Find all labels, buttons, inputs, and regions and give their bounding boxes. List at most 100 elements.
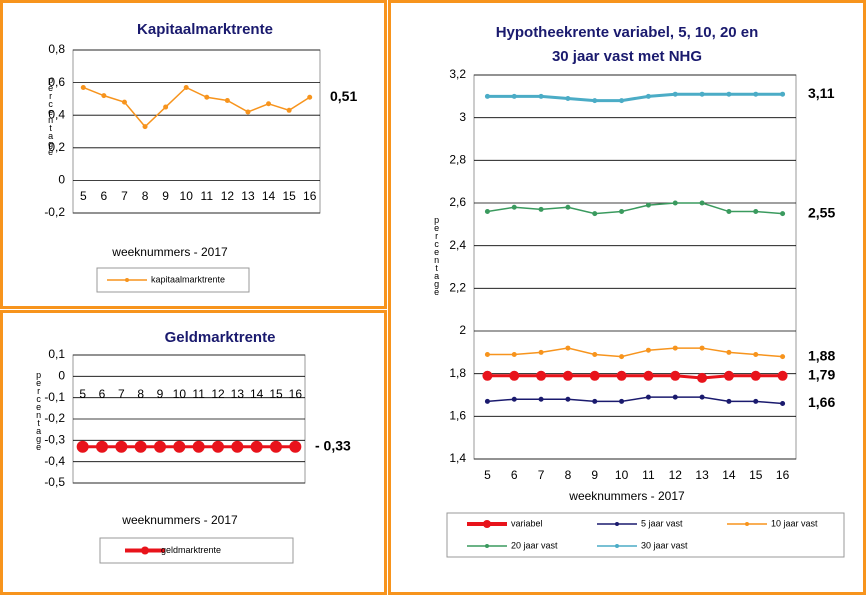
data-point (726, 349, 732, 355)
data-point (780, 91, 786, 97)
data-point (777, 370, 788, 381)
x-tick-label: 7 (538, 468, 545, 482)
panel (0, 0, 387, 309)
data-point (565, 95, 571, 101)
x-tick-label: 7 (121, 189, 128, 203)
data-point (212, 440, 224, 453)
data-point (224, 98, 230, 104)
data-point (672, 91, 678, 97)
data-point (163, 104, 169, 110)
end-label: 2,55 (808, 204, 835, 220)
data-point (250, 440, 263, 453)
x-tick-label: 13 (695, 468, 709, 482)
data-point (96, 440, 108, 453)
data-point (753, 91, 759, 97)
x-tick-label: 10 (615, 468, 629, 482)
y-tick-label: 1,8 (449, 366, 466, 380)
data-point (538, 349, 544, 355)
x-tick-label: 5 (80, 189, 87, 203)
series-line (83, 86, 311, 128)
data-point (726, 91, 732, 97)
data-point (645, 394, 651, 400)
end-label: 0,51 (330, 88, 357, 104)
data-point (699, 200, 705, 206)
x-tick-label: 14 (262, 189, 276, 203)
end-label: 1,66 (808, 394, 835, 410)
data-point (592, 398, 598, 404)
data-point (289, 440, 302, 453)
x-tick-label: 12 (221, 189, 235, 203)
x-tick-label: 14 (250, 387, 264, 401)
data-point (142, 124, 148, 130)
data-point (286, 107, 292, 113)
x-tick-label: 16 (303, 189, 317, 203)
y-tick-label: 0,2 (48, 140, 65, 154)
legend-marker (615, 522, 619, 526)
data-point (266, 101, 272, 107)
data-point (589, 370, 600, 381)
x-tick-label: 6 (99, 387, 106, 401)
x-tick-label: 11 (192, 387, 205, 401)
x-tick-label: 12 (211, 387, 225, 401)
data-point (753, 351, 759, 357)
x-tick-label: 7 (118, 387, 125, 401)
x-tick-label: 8 (142, 189, 149, 203)
data-point (101, 93, 107, 99)
data-point (154, 440, 166, 453)
panel (0, 310, 387, 595)
y-tick-label: 2,8 (449, 153, 466, 167)
data-point (726, 398, 732, 404)
x-axis-title: weeknummers - 2017 (121, 513, 238, 527)
x-tick-label: 8 (565, 468, 572, 482)
end-label: 3,11 (808, 85, 835, 101)
data-point (307, 94, 313, 100)
panel (388, 0, 866, 595)
y-tick-label: 0 (58, 369, 65, 383)
legend-marker (485, 544, 489, 548)
data-point (699, 345, 705, 351)
x-tick-label: 16 (776, 468, 790, 482)
data-point (245, 109, 251, 115)
legend-marker (615, 544, 619, 548)
data-point (750, 370, 761, 381)
data-point (538, 206, 544, 212)
data-point (672, 345, 678, 351)
data-point (121, 99, 127, 105)
x-axis-title: weeknummers - 2017 (568, 489, 685, 503)
x-tick-label: 15 (282, 189, 296, 203)
data-point (616, 370, 627, 381)
data-point (484, 398, 490, 404)
y-tick-label: 2 (459, 323, 466, 337)
y-tick-label: 0 (58, 173, 65, 187)
legend-box (446, 512, 845, 558)
data-point (592, 98, 598, 104)
data-point (511, 204, 517, 210)
y-tick-label: 0,1 (48, 347, 65, 361)
data-point (509, 370, 520, 381)
x-tick-label: 9 (157, 387, 164, 401)
x-axis-title: weeknummers - 2017 (111, 245, 228, 259)
y-tick-label: -0,1 (44, 390, 65, 404)
y-axis-title: percentage (34, 370, 44, 450)
y-tick-label: 0,8 (48, 42, 65, 56)
legend-label: 20 jaar vast (511, 540, 558, 550)
legend-label: kapitaalmarktrente (151, 274, 225, 284)
data-point (115, 440, 128, 453)
data-point (753, 209, 759, 215)
legend-label: variabel (511, 518, 543, 528)
data-point (538, 396, 544, 402)
data-point (619, 398, 625, 404)
data-point (592, 211, 598, 217)
legend-marker (483, 520, 491, 528)
x-tick-label: 9 (162, 189, 169, 203)
data-point (511, 396, 517, 402)
data-point (231, 440, 244, 453)
series-line (487, 347, 783, 358)
x-tick-label: 10 (173, 387, 187, 401)
series-line (487, 202, 783, 215)
x-tick-label: 5 (484, 468, 491, 482)
data-point (484, 209, 490, 215)
x-tick-label: 11 (642, 468, 655, 482)
x-tick-label: 5 (79, 387, 86, 401)
